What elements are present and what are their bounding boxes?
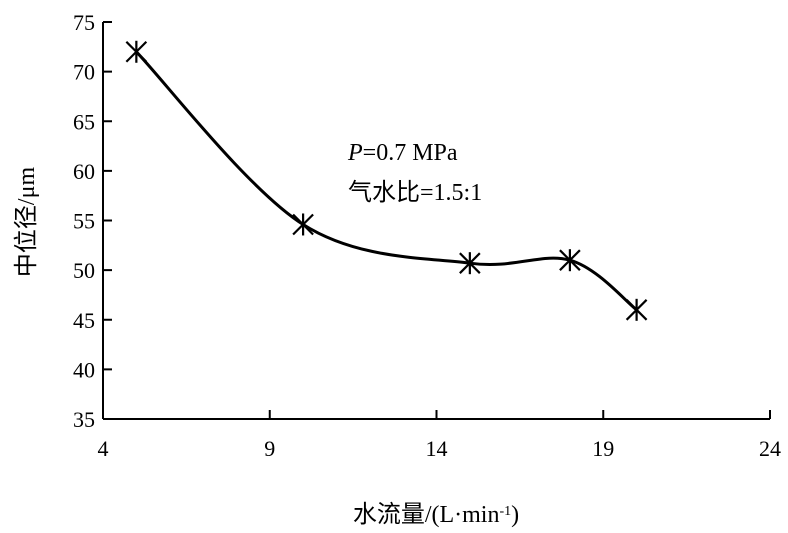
y-axis-title: 中位径/μm	[13, 167, 40, 278]
data-markers	[125, 40, 648, 321]
x-tick-label: 9	[264, 436, 275, 461]
x-axis-title: 水流量/(L·min-1)	[353, 501, 519, 528]
data-point-marker	[559, 249, 581, 272]
x-ticks: 4 9 14 19 24	[98, 410, 781, 461]
data-point-marker	[625, 298, 648, 321]
y-tick-label: 45	[73, 308, 95, 333]
data-point-marker	[292, 213, 314, 236]
series-line	[135, 50, 638, 312]
y-tick-label: 50	[73, 258, 95, 283]
data-point-marker	[125, 40, 148, 63]
axes	[102, 22, 770, 420]
y-tick-label: 35	[73, 407, 95, 432]
x-tick-label: 4	[98, 436, 109, 461]
y-tick-label: 65	[73, 109, 95, 134]
x-tick-label: 14	[426, 436, 448, 461]
y-tick-label: 55	[73, 209, 95, 234]
x-tick-label: 24	[759, 436, 781, 461]
y-tick-label: 75	[73, 10, 95, 35]
y-ticks: 35 40 45 50 55 60 65 70 75	[73, 10, 112, 432]
data-point-marker	[459, 252, 481, 275]
annotation-gas-water-ratio: 气水比=1.5:1	[348, 179, 482, 206]
annotation-pressure: P=0.7 MPa	[347, 140, 458, 166]
x-tick-label: 19	[592, 436, 614, 461]
y-tick-label: 60	[73, 159, 95, 184]
y-tick-label: 70	[73, 60, 95, 85]
y-tick-label: 40	[73, 357, 95, 382]
